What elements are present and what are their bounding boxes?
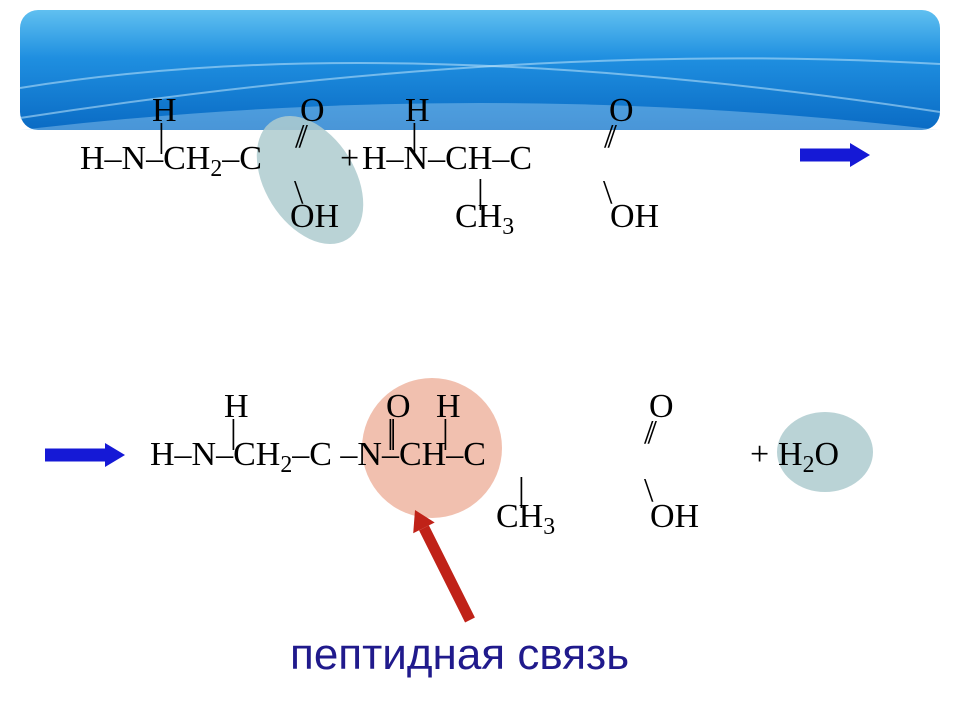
f1-O1: O xyxy=(300,92,325,130)
f2-plus: + xyxy=(750,436,769,474)
text-layer: H|O//H–N–CH2–C\OH+H|O//H–N–CH–C|CH3\OHH|… xyxy=(0,0,960,720)
f2-dbl2: // xyxy=(644,414,651,452)
f2-line: H–N–CH2–C –N–CH–C xyxy=(150,436,486,479)
f1-dbl2: // xyxy=(604,118,611,156)
f1-OH1: OH xyxy=(290,198,339,236)
caption-peptide-bond: пептидная связь xyxy=(290,630,629,680)
f1-dbl1: // xyxy=(295,118,302,156)
f1-line2: H–N–CH–C xyxy=(362,140,532,178)
f1-plus: + xyxy=(340,140,359,178)
f1-line1: H–N–CH2–C xyxy=(80,140,262,183)
f2-CH3: CH3 xyxy=(496,498,555,541)
f2-OH2: OH xyxy=(650,498,699,536)
f1-O2: O xyxy=(609,92,634,130)
f2-O2: O xyxy=(649,388,674,426)
f1-CH3: CH3 xyxy=(455,198,514,241)
f2-H2O: H2O xyxy=(778,436,839,479)
f1-OH2: OH xyxy=(610,198,659,236)
